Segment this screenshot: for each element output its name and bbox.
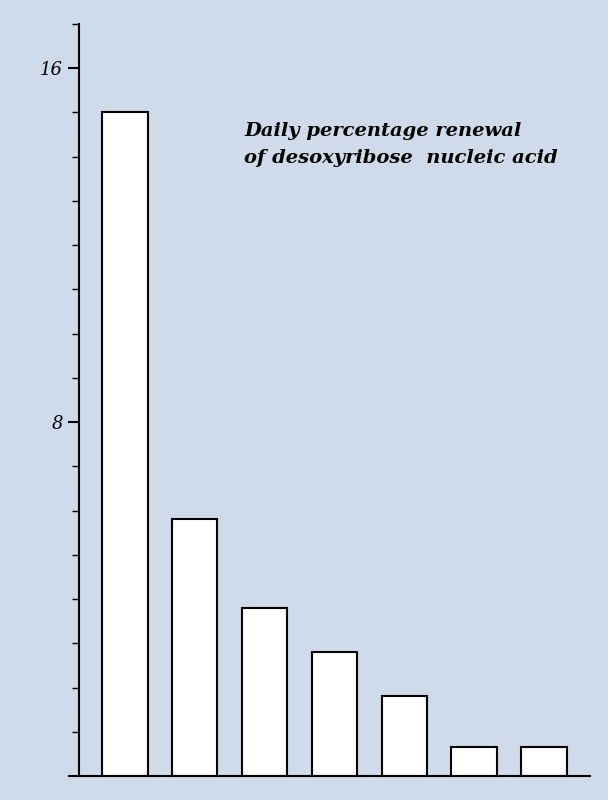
Bar [521,747,567,776]
Bar [312,652,357,776]
Text: Daily percentage renewal
of desoxyribose  nucleic acid: Daily percentage renewal of desoxyribose… [244,122,558,166]
Bar [451,747,497,776]
Bar [382,696,427,776]
Bar [242,608,287,776]
Bar [102,113,148,776]
Bar [172,519,218,776]
